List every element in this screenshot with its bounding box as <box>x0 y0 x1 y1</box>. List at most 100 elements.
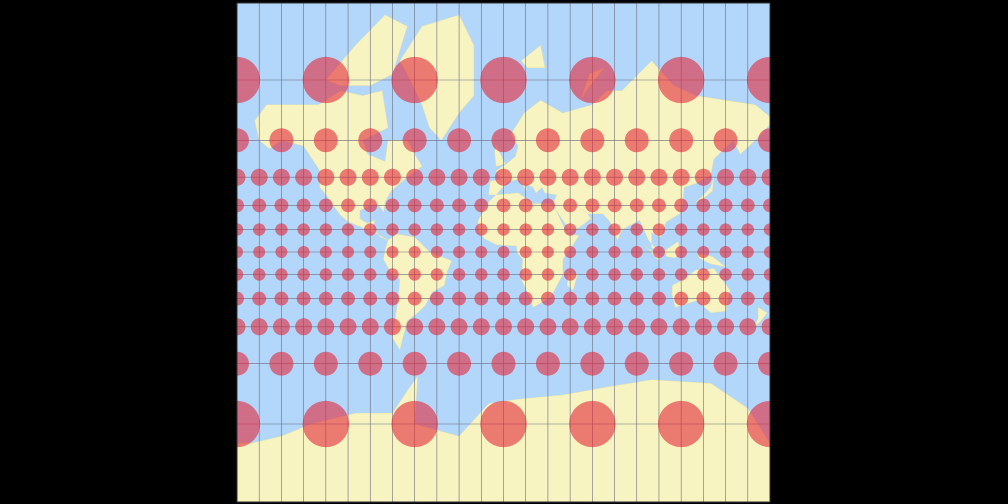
indicatrix <box>740 291 755 306</box>
indicatrix <box>318 291 333 306</box>
indicatrix <box>657 56 705 104</box>
indicatrix <box>697 246 710 258</box>
indicatrix <box>517 318 535 336</box>
indicatrix <box>675 246 688 258</box>
indicatrix <box>452 223 466 236</box>
indicatrix <box>741 268 755 281</box>
indicatrix <box>364 246 377 258</box>
tissot-indicatrix <box>237 56 770 448</box>
indicatrix <box>607 291 622 306</box>
indicatrix <box>763 268 770 281</box>
indicatrix <box>253 246 266 258</box>
indicatrix <box>697 268 710 281</box>
indicatrix <box>319 268 333 281</box>
indicatrix <box>430 223 444 236</box>
indicatrix <box>296 291 311 306</box>
indicatrix <box>275 246 288 258</box>
indicatrix <box>719 223 732 236</box>
indicatrix <box>608 246 621 258</box>
indicatrix <box>406 168 424 186</box>
indicatrix <box>561 318 579 336</box>
indicatrix <box>739 168 757 186</box>
indicatrix <box>713 128 738 153</box>
indicatrix <box>497 246 510 258</box>
indicatrix <box>364 268 377 281</box>
indicatrix <box>252 198 267 213</box>
indicatrix <box>741 223 755 236</box>
indicatrix <box>607 198 622 213</box>
indicatrix <box>363 198 378 213</box>
indicatrix <box>386 223 399 236</box>
indicatrix <box>237 400 261 448</box>
indicatrix <box>629 198 644 213</box>
indicatrix <box>674 268 688 281</box>
indicatrix <box>385 198 400 213</box>
indicatrix <box>518 291 533 306</box>
indicatrix <box>650 318 668 336</box>
indicatrix <box>652 246 665 258</box>
indicatrix <box>275 268 288 281</box>
indicatrix <box>391 56 438 104</box>
indicatrix <box>295 318 313 336</box>
indicatrix <box>761 168 770 186</box>
indicatrix <box>585 198 600 213</box>
indicatrix <box>652 268 666 281</box>
indicatrix <box>364 223 377 236</box>
indicatrix <box>630 268 643 281</box>
indicatrix <box>402 351 427 376</box>
indicatrix <box>713 351 738 376</box>
indicatrix <box>319 223 333 236</box>
indicatrix <box>402 128 427 153</box>
indicatrix <box>317 318 335 336</box>
indicatrix <box>541 246 554 258</box>
indicatrix <box>652 198 666 213</box>
indicatrix <box>541 268 555 281</box>
indicatrix <box>491 128 516 153</box>
indicatrix <box>586 223 599 236</box>
indicatrix <box>541 223 555 236</box>
indicatrix <box>252 291 267 306</box>
indicatrix <box>383 318 401 336</box>
indicatrix <box>624 351 649 376</box>
indicatrix <box>586 268 599 281</box>
indicatrix <box>318 198 333 213</box>
indicatrix <box>480 400 527 448</box>
indicatrix <box>746 400 770 448</box>
indicatrix <box>269 351 294 376</box>
indicatrix <box>475 268 488 281</box>
indicatrix <box>341 268 355 281</box>
indicatrix <box>452 198 467 213</box>
indicatrix <box>496 291 511 306</box>
landmass <box>488 60 770 251</box>
indicatrix <box>319 246 332 258</box>
indicatrix <box>342 246 355 258</box>
indicatrix <box>407 291 422 306</box>
indicatrix <box>475 246 488 258</box>
indicatrix <box>696 198 711 213</box>
indicatrix <box>237 291 244 306</box>
indicatrix <box>583 318 601 336</box>
indicatrix <box>317 168 335 186</box>
indicatrix <box>563 291 578 306</box>
indicatrix <box>628 168 646 186</box>
indicatrix <box>674 198 689 213</box>
indicatrix <box>696 291 711 306</box>
indicatrix <box>358 351 383 376</box>
indicatrix <box>669 128 694 153</box>
indicatrix <box>608 268 621 281</box>
indicatrix <box>718 198 733 213</box>
indicatrix <box>430 246 443 258</box>
indicatrix <box>630 246 643 258</box>
indicatrix <box>296 198 311 213</box>
indicatrix <box>452 291 467 306</box>
indicatrix <box>475 223 488 236</box>
indicatrix <box>652 223 666 236</box>
indicatrix <box>272 318 290 336</box>
indicatrix <box>361 168 379 186</box>
indicatrix <box>519 268 532 281</box>
indicatrix <box>495 318 512 336</box>
indicatrix <box>430 268 444 281</box>
indicatrix <box>719 246 732 258</box>
